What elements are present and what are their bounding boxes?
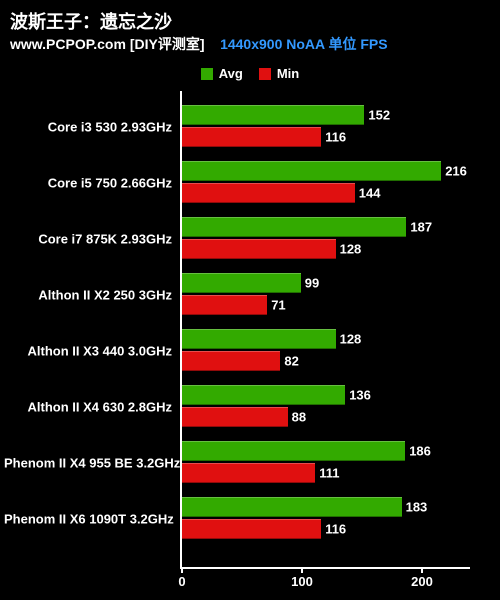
bar-group: Phenom II X4 955 BE 3.2GHz186111 (182, 435, 470, 491)
legend-avg: Avg (201, 66, 243, 81)
bar-group: Althon II X4 630 2.8GHz13688 (182, 379, 470, 435)
bar-group: Althon II X2 250 3GHz9971 (182, 267, 470, 323)
category-label: Phenom II X6 1090T 3.2GHz (4, 512, 182, 527)
subtitle: www.PCPOP.com [DIY评测室] 1440x900 NoAA 单位 … (10, 34, 490, 54)
bar-min: 144 (182, 183, 355, 203)
bar-min-value: 116 (321, 522, 346, 537)
bar-avg-value: 99 (301, 276, 319, 291)
bar-min-value: 116 (321, 130, 346, 145)
bar-avg-value: 152 (364, 108, 390, 123)
bar-avg-value: 183 (402, 500, 428, 515)
xtick-label: 100 (291, 574, 313, 589)
bar-avg-value: 187 (406, 220, 432, 235)
chart-area: 0100200Core i3 530 2.93GHz152116Core i5 … (0, 87, 500, 597)
legend-avg-label: Avg (219, 66, 243, 81)
bar-min: 128 (182, 239, 336, 259)
bar-min-value: 71 (267, 298, 285, 313)
xtick-label: 0 (178, 574, 185, 589)
bar-avg-value: 128 (336, 332, 362, 347)
bar-min-value: 111 (315, 466, 339, 481)
lab-name: [DIY评测室] (130, 36, 205, 52)
bar-avg: 128 (182, 329, 336, 349)
bar-avg: 99 (182, 273, 301, 293)
bar-min: 71 (182, 295, 267, 315)
xtick-mark (301, 567, 303, 573)
bar-avg-value: 216 (441, 164, 467, 179)
chart-header: 波斯王子：遗忘之沙 www.PCPOP.com [DIY评测室] 1440x90… (0, 0, 500, 58)
bar-avg-value: 186 (405, 444, 431, 459)
category-label: Althon II X2 250 3GHz (4, 288, 182, 303)
bar-group: Core i3 530 2.93GHz152116 (182, 99, 470, 155)
plot: 0100200Core i3 530 2.93GHz152116Core i5 … (180, 91, 470, 569)
legend: Avg Min (0, 58, 500, 87)
legend-min: Min (259, 66, 299, 81)
category-label: Althon II X4 630 2.8GHz (4, 400, 182, 415)
category-label: Core i3 530 2.93GHz (4, 120, 182, 135)
game-title: 波斯王子：遗忘之沙 (10, 8, 490, 34)
bar-avg: 183 (182, 497, 402, 517)
bar-min-value: 144 (355, 186, 381, 201)
site-url: www.PCPOP.com (10, 36, 126, 52)
legend-avg-swatch (201, 68, 213, 80)
xtick-label: 200 (411, 574, 433, 589)
bar-avg: 136 (182, 385, 345, 405)
category-label: Althon II X3 440 3.0GHz (4, 344, 182, 359)
bar-group: Core i7 875K 2.93GHz187128 (182, 211, 470, 267)
bar-min: 111 (182, 463, 315, 483)
bar-min: 82 (182, 351, 280, 371)
xtick-mark (421, 567, 423, 573)
bar-group: Althon II X3 440 3.0GHz12882 (182, 323, 470, 379)
xtick-mark (181, 567, 183, 573)
bar-group: Core i5 750 2.66GHz216144 (182, 155, 470, 211)
bar-avg: 186 (182, 441, 405, 461)
bar-min-value: 88 (288, 410, 306, 425)
bar-min: 116 (182, 127, 321, 147)
category-label: Phenom II X4 955 BE 3.2GHz (4, 456, 182, 471)
category-label: Core i5 750 2.66GHz (4, 176, 182, 191)
legend-min-swatch (259, 68, 271, 80)
bar-min-value: 82 (280, 354, 298, 369)
legend-min-label: Min (277, 66, 299, 81)
test-settings: 1440x900 NoAA 单位 FPS (220, 36, 388, 52)
bar-min: 88 (182, 407, 288, 427)
bar-min: 116 (182, 519, 321, 539)
bar-avg: 152 (182, 105, 364, 125)
bar-avg-value: 136 (345, 388, 371, 403)
category-label: Core i7 875K 2.93GHz (4, 232, 182, 247)
bar-group: Phenom II X6 1090T 3.2GHz183116 (182, 491, 470, 547)
bar-min-value: 128 (336, 242, 362, 257)
bar-avg: 187 (182, 217, 406, 237)
bar-avg: 216 (182, 161, 441, 181)
